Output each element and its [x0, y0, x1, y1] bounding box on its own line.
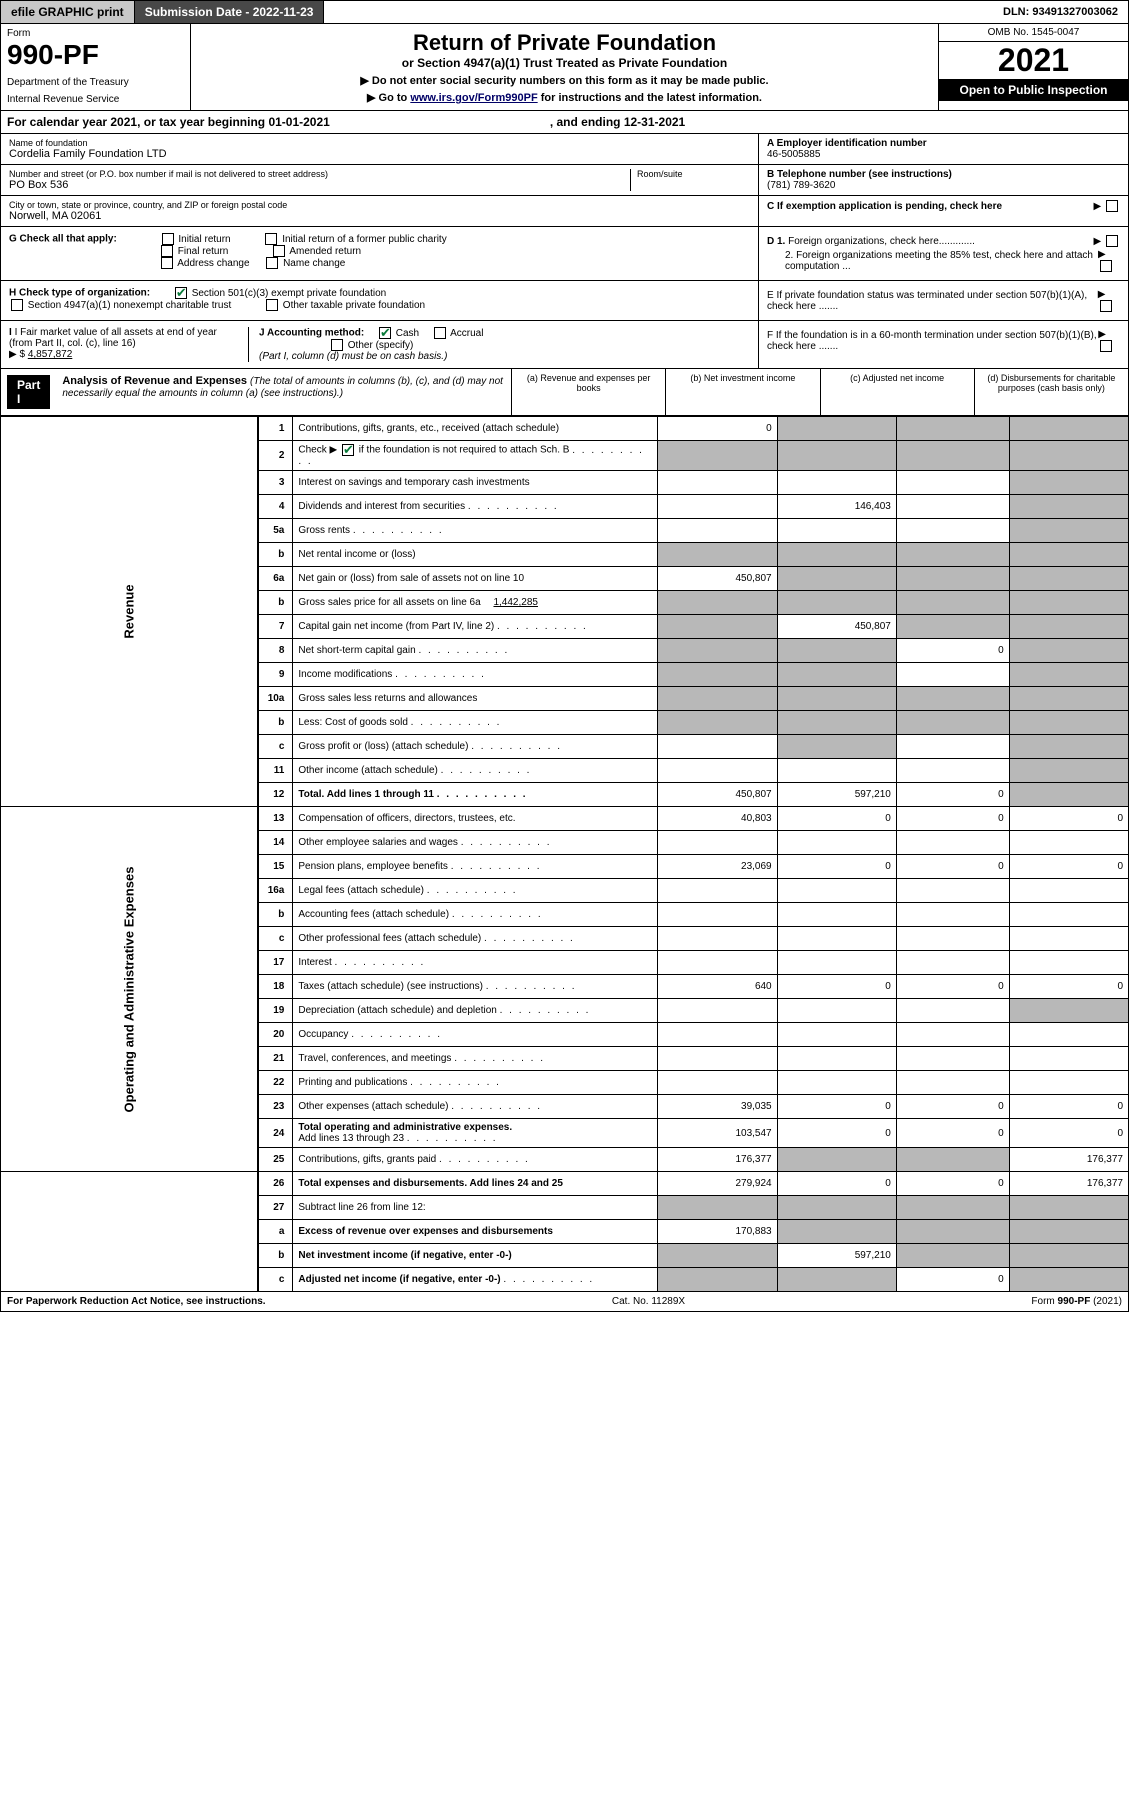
open-public: Open to Public Inspection — [939, 79, 1128, 101]
c-label: C If exemption application is pending, c… — [767, 201, 1002, 212]
name-change-checkbox[interactable] — [266, 257, 278, 269]
other-spec-checkbox[interactable] — [331, 339, 343, 351]
dept-treasury: Department of the Treasury — [7, 77, 184, 88]
h-label: H Check type of organization: — [9, 288, 150, 299]
addr-change-checkbox[interactable] — [161, 257, 173, 269]
name-label: Name of foundation — [9, 138, 750, 148]
final-checkbox[interactable] — [161, 245, 173, 257]
g-label: G Check all that apply: — [9, 234, 117, 245]
efile-button[interactable]: efile GRAPHIC print — [1, 1, 135, 23]
table-row: Revenue 1Contributions, gifts, grants, e… — [1, 417, 1129, 441]
submission-date: Submission Date - 2022-11-23 — [135, 1, 325, 23]
top-bar: efile GRAPHIC print Submission Date - 20… — [0, 0, 1129, 24]
schb-checkbox[interactable] — [342, 444, 354, 456]
tax-year: 2021 — [939, 42, 1128, 79]
cal-year-begin: For calendar year 2021, or tax year begi… — [7, 115, 330, 129]
cash-checkbox[interactable] — [379, 327, 391, 339]
goto-line: ▶ Go to www.irs.gov/Form990PF for instru… — [197, 91, 932, 104]
fmv-value: 4,857,872 — [28, 349, 73, 360]
part1-header: Part I Analysis of Revenue and Expenses … — [0, 369, 1129, 416]
cal-year-end: , and ending 12-31-2021 — [550, 115, 685, 129]
form-number: 990-PF — [7, 39, 184, 71]
section-ij-f: I I Fair market value of all assets at e… — [0, 321, 1129, 369]
phone-label: B Telephone number (see instructions) — [767, 169, 1120, 180]
room-label: Room/suite — [637, 169, 750, 179]
calendar-year-row: For calendar year 2021, or tax year begi… — [0, 111, 1129, 134]
org-city: Norwell, MA 02061 — [9, 210, 750, 222]
arrow-icon — [1098, 289, 1106, 300]
addr-label: Number and street (or P.O. box number if… — [9, 169, 630, 179]
initial-former-checkbox[interactable] — [265, 233, 277, 245]
section-h-e: H Check type of organization: Section 50… — [0, 281, 1129, 321]
accrual-checkbox[interactable] — [434, 327, 446, 339]
page-footer: For Paperwork Reduction Act Notice, see … — [0, 1292, 1129, 1312]
paperwork-notice: For Paperwork Reduction Act Notice, see … — [7, 1296, 266, 1307]
arrow-icon — [1094, 236, 1102, 247]
f-checkbox[interactable] — [1100, 340, 1112, 352]
sec4947-checkbox[interactable] — [11, 299, 23, 311]
amended-checkbox[interactable] — [273, 245, 285, 257]
analysis-table: Revenue 1Contributions, gifts, grants, e… — [0, 416, 1129, 1292]
other-tax-checkbox[interactable] — [266, 299, 278, 311]
org-addr: PO Box 536 — [9, 179, 630, 191]
arrow-icon — [1098, 249, 1106, 260]
form-title: Return of Private Foundation — [197, 30, 932, 56]
d1-checkbox[interactable] — [1106, 235, 1118, 247]
sec501-checkbox[interactable] — [175, 287, 187, 299]
col-d-header: (d) Disbursements for charitable purpose… — [974, 369, 1128, 415]
table-row: Operating and Administrative Expenses 13… — [1, 807, 1129, 831]
part1-label: Part I — [7, 375, 50, 409]
col-a-header: (a) Revenue and expenses per books — [511, 369, 665, 415]
ein-value: 46-5005885 — [767, 149, 1120, 160]
form-label: Form — [7, 28, 184, 39]
initial-checkbox[interactable] — [162, 233, 174, 245]
arrow-icon — [1098, 329, 1106, 340]
c-checkbox[interactable] — [1106, 200, 1118, 212]
d2-checkbox[interactable] — [1100, 260, 1112, 272]
dln-label: DLN: 93491327003062 — [993, 2, 1128, 22]
section-g-d: G Check all that apply: Initial return I… — [0, 227, 1129, 281]
form-ref: Form 990-PF (2021) — [1031, 1296, 1122, 1307]
ein-label: A Employer identification number — [767, 138, 1120, 149]
phone-value: (781) 789-3620 — [767, 180, 1120, 191]
table-row: 26Total expenses and disbursements. Add … — [1, 1172, 1129, 1196]
col-b-header: (b) Net investment income — [665, 369, 819, 415]
col-c-header: (c) Adjusted net income — [820, 369, 974, 415]
cat-no: Cat. No. 11289X — [612, 1296, 685, 1307]
org-name: Cordelia Family Foundation LTD — [9, 148, 750, 160]
irs-link[interactable]: www.irs.gov/Form990PF — [410, 92, 537, 104]
arrow-icon — [1094, 201, 1102, 212]
warn-ssn: ▶ Do not enter social security numbers o… — [197, 74, 932, 87]
irs-label: Internal Revenue Service — [7, 94, 184, 105]
omb-number: OMB No. 1545-0047 — [939, 24, 1128, 42]
org-info: Name of foundation Cordelia Family Found… — [0, 134, 1129, 227]
e-checkbox[interactable] — [1100, 300, 1112, 312]
form-subtitle: or Section 4947(a)(1) Trust Treated as P… — [197, 56, 932, 70]
city-label: City or town, state or province, country… — [9, 200, 750, 210]
form-header: Form 990-PF Department of the Treasury I… — [0, 24, 1129, 111]
